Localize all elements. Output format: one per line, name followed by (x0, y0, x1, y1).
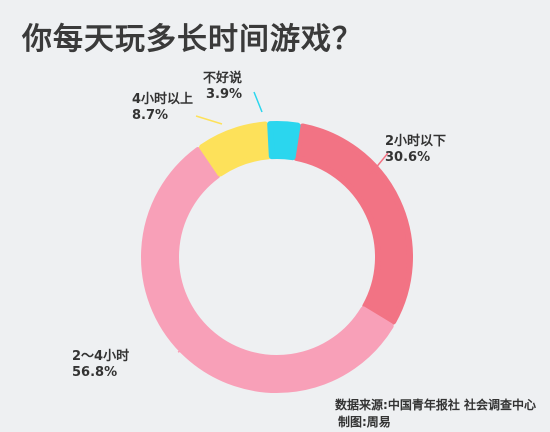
value-label-3: 8.7% (132, 108, 168, 123)
donut-slice-4 (267, 121, 301, 161)
data-source: 数据来源:中国青年报社 社会调查中心 (335, 398, 536, 412)
value-label-2: 56.8% (72, 365, 117, 380)
category-label-1: 2小时以下 (385, 133, 446, 149)
chart-title: 你每天玩多长时间游戏？ (22, 22, 363, 57)
leader-line-4 (253, 91, 263, 113)
donut-slice-1 (293, 123, 413, 325)
leader-line-2 (177, 342, 201, 353)
value-label-1: 30.6% (385, 150, 430, 165)
leader-line-3 (195, 115, 223, 125)
category-label-3: 4小时以上 (132, 91, 193, 107)
category-label-2: 2～4小时 (72, 348, 129, 364)
donut-slice-3 (199, 121, 271, 177)
chart-credit: 制图:周易 (338, 415, 391, 429)
leader-line-1 (369, 152, 389, 176)
value-label-4: 3.9% (206, 87, 242, 102)
donut-slice-2 (141, 147, 394, 393)
category-label-4: 不好说 (203, 70, 242, 86)
